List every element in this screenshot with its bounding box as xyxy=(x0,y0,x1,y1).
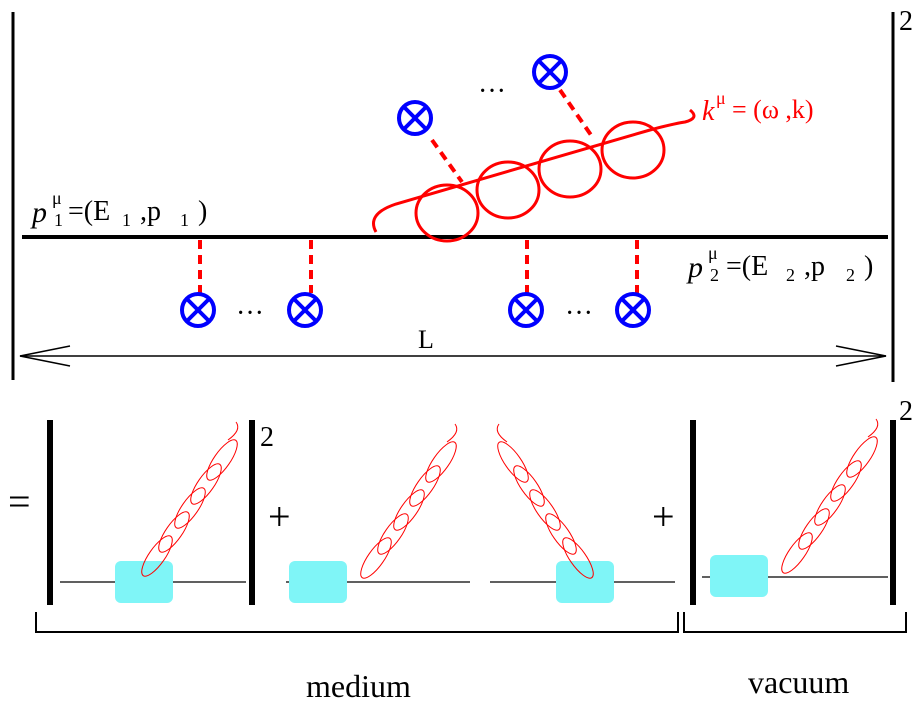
term4-exponent: 2 xyxy=(899,396,913,427)
svg-text:1: 1 xyxy=(122,210,131,230)
scattering-center-upper-2 xyxy=(532,54,568,90)
medium-label: medium xyxy=(306,668,411,703)
svg-text:2: 2 xyxy=(846,265,855,285)
scattering-center-lower-4 xyxy=(615,292,651,328)
term2-gluon xyxy=(360,423,458,579)
term4-gluon xyxy=(781,418,879,574)
term3-medium-box xyxy=(556,561,614,603)
svg-text:= (ω ,k): = (ω ,k) xyxy=(732,95,814,124)
svg-text:μ: μ xyxy=(716,88,726,108)
svg-text:k: k xyxy=(702,96,715,127)
svg-text:1: 1 xyxy=(180,210,189,230)
outgoing-momentum-label: p μ 2 =(E 2 ,p 2 ) xyxy=(686,243,873,285)
top-exponent: 2 xyxy=(899,6,913,37)
scattering-center-upper-1 xyxy=(397,100,433,136)
gluon-momentum-label: k μ = (ω ,k) xyxy=(702,88,814,127)
plus-sign-1: + xyxy=(268,494,291,539)
incoming-momentum-label: p μ 1 =(E 1 ,p 1 ) xyxy=(30,188,207,230)
svg-text:μ: μ xyxy=(708,243,718,263)
length-arrow xyxy=(19,345,887,367)
svg-text:): ) xyxy=(864,251,873,282)
svg-text:=(E: =(E xyxy=(726,251,768,282)
svg-text:=(E: =(E xyxy=(68,196,110,227)
medium-brace xyxy=(35,612,679,633)
gluon-exchange-lines xyxy=(430,88,593,184)
quark-exchange-lines xyxy=(198,240,639,293)
term2-medium-box xyxy=(289,561,347,603)
svg-text:,p: ,p xyxy=(804,251,825,282)
vacuum-brace xyxy=(683,612,907,633)
emitted-gluon xyxy=(372,108,696,243)
ellipsis-upper: ··· xyxy=(478,76,506,107)
svg-text:μ: μ xyxy=(52,188,62,208)
term3-gluon xyxy=(496,423,594,579)
length-label: L xyxy=(418,325,434,354)
scattering-center-lower-1 xyxy=(180,292,216,328)
scattering-center-lower-3 xyxy=(508,292,544,328)
svg-text:2: 2 xyxy=(710,265,719,285)
term1-gluon xyxy=(141,421,239,577)
svg-text:,p: ,p xyxy=(140,196,161,227)
term1-exponent: 2 xyxy=(260,422,274,453)
vacuum-label: vacuum xyxy=(748,664,849,700)
ellipsis-lower-right: ··· xyxy=(565,298,593,329)
ellipsis-lower-left: ··· xyxy=(236,298,264,329)
scattering-center-lower-2 xyxy=(287,292,323,328)
svg-text:): ) xyxy=(198,196,207,227)
term4-medium-box xyxy=(710,555,768,597)
equals-sign: = xyxy=(8,479,31,524)
plus-sign-2: + xyxy=(652,494,675,539)
svg-text:1: 1 xyxy=(54,210,63,230)
svg-text:p: p xyxy=(30,196,47,229)
term1-medium-box xyxy=(115,561,173,603)
svg-text:2: 2 xyxy=(786,265,795,285)
svg-text:p: p xyxy=(686,251,703,284)
